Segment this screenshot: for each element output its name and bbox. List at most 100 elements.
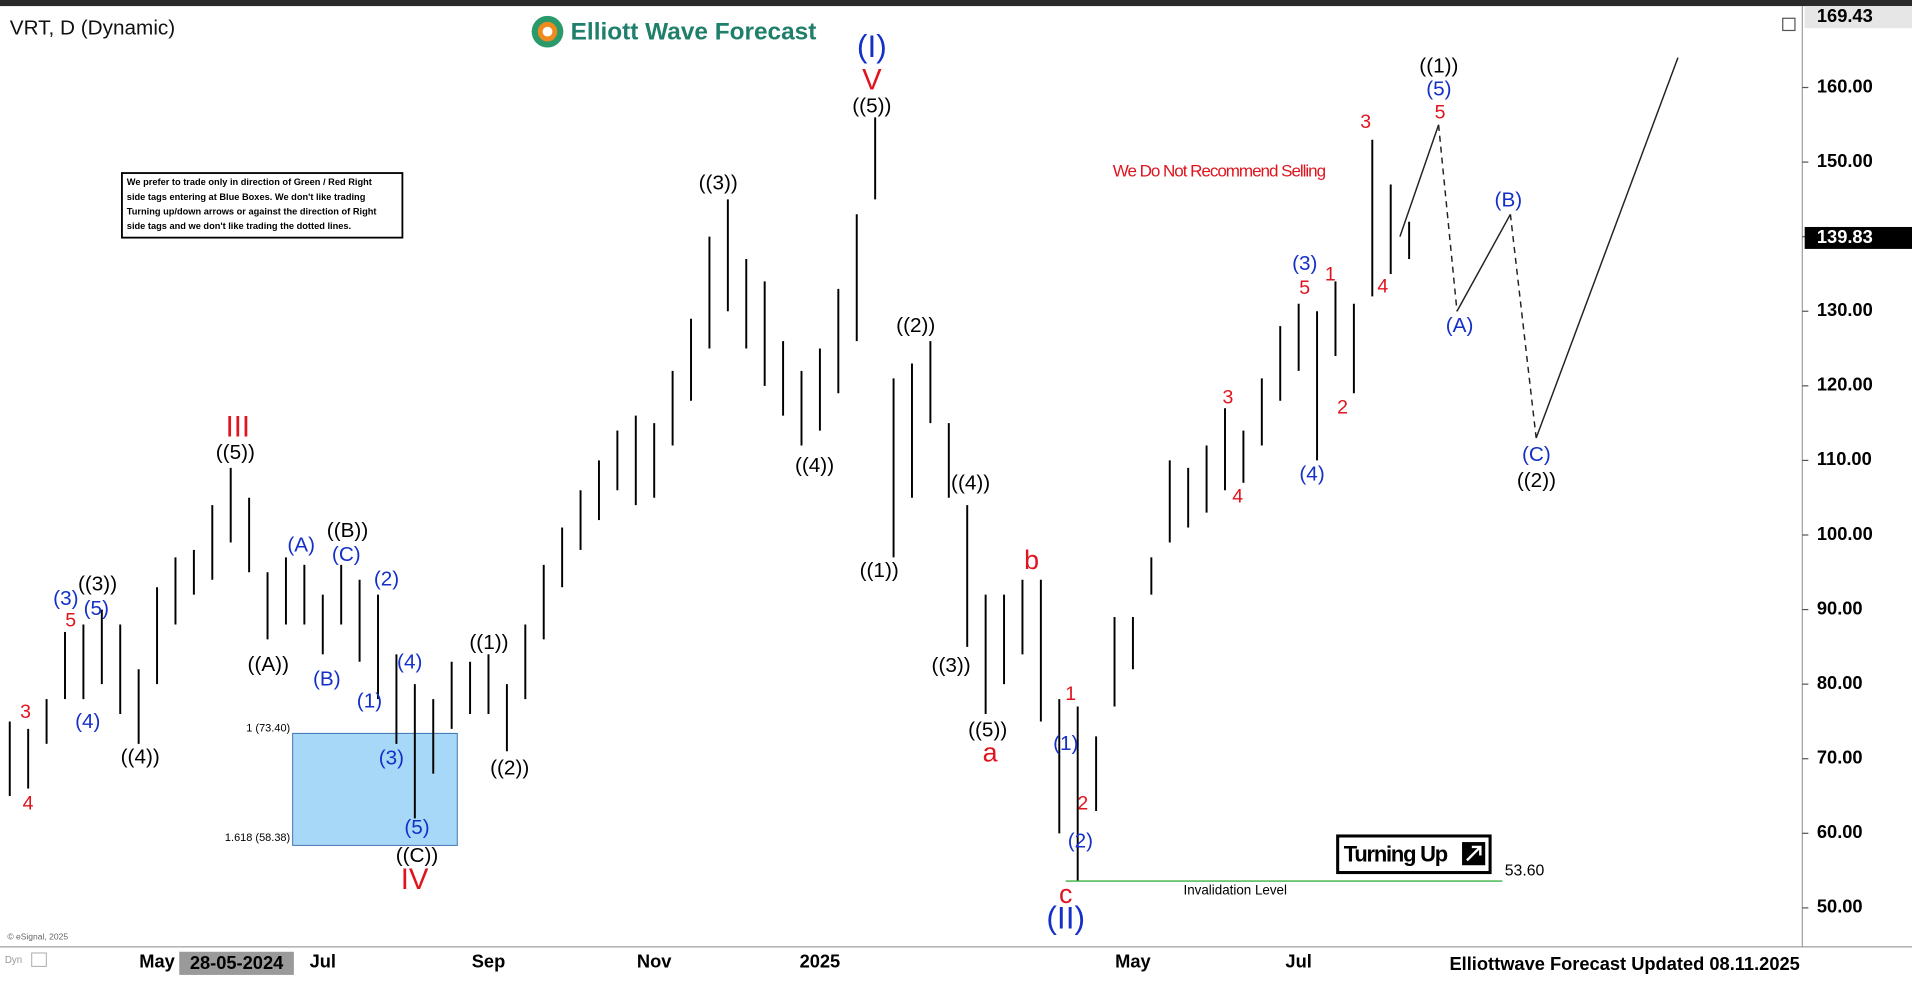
wave-label: 5 xyxy=(65,610,76,632)
y-tick-label: 150.00 xyxy=(1817,150,1873,171)
wave-label: ((2)) xyxy=(490,756,529,779)
wave-label: ((3)) xyxy=(699,171,738,194)
wave-label: 4 xyxy=(23,792,34,814)
x-tick-label: Sep xyxy=(472,951,506,972)
wave-label: (2) xyxy=(374,568,399,591)
wave-label: ((3)) xyxy=(78,572,117,595)
x-tick-label: Jul xyxy=(310,951,336,972)
notice-line: side tags entering at Blue Boxes. We don… xyxy=(127,192,366,202)
x-tick-label: 2025 xyxy=(800,951,841,972)
axis-top-label: 169.43 xyxy=(1817,5,1873,26)
wave-label: V xyxy=(862,64,882,96)
top-bar xyxy=(0,0,1912,7)
wave-label: ((5)) xyxy=(216,441,255,464)
invalidation-value: 53.60 xyxy=(1505,862,1545,879)
wave-label: (3) xyxy=(53,587,78,610)
window-icon[interactable] xyxy=(1782,17,1796,32)
wave-label: ((2)) xyxy=(1517,469,1556,492)
badge-arrow xyxy=(1466,845,1482,862)
wave-label: 5 xyxy=(1299,277,1310,299)
status: Dyn xyxy=(5,955,22,966)
y-tick-label: 80.00 xyxy=(1817,672,1863,693)
notice-box: We prefer to trade only in direction of … xyxy=(121,172,404,239)
wave-label: (I) xyxy=(857,28,887,64)
logo: Elliott Wave Forecast xyxy=(531,15,817,48)
projection-segment xyxy=(1509,214,1537,439)
fib-box xyxy=(292,732,458,846)
y-tick-label: 70.00 xyxy=(1817,747,1863,768)
wave-label: ((1)) xyxy=(860,559,899,582)
wave-label: 3 xyxy=(1360,111,1371,133)
wave-label: ((4)) xyxy=(795,454,834,477)
cursor-date-box xyxy=(179,951,294,975)
wave-label: (2) xyxy=(1068,830,1093,853)
wave-label: 3 xyxy=(20,701,31,723)
badge-text: Turning Up xyxy=(1344,841,1448,866)
y-tick-label: 160.00 xyxy=(1817,75,1873,96)
turning-up-badge: Turning Up xyxy=(1336,834,1492,875)
wave-label: a xyxy=(983,737,998,767)
notice-frame xyxy=(121,172,404,239)
wave-label: ((2)) xyxy=(896,314,935,337)
wave-label: (II) xyxy=(1046,899,1085,935)
wave-label: ((5)) xyxy=(852,95,891,118)
y-tick-label: 90.00 xyxy=(1817,597,1863,618)
wave-label: 1 xyxy=(1065,683,1076,705)
wave-label: b xyxy=(1024,545,1039,575)
wave-label: (5) xyxy=(84,597,109,620)
y-tick-label: 120.00 xyxy=(1817,374,1873,395)
wave-label: III xyxy=(226,412,250,444)
wave-label: ((1)) xyxy=(1419,54,1458,77)
wave-label: ((5)) xyxy=(968,719,1007,742)
wave-label: (C) xyxy=(1522,443,1551,466)
y-tick-label: 100.00 xyxy=(1817,523,1873,544)
y-tick-label: 110.00 xyxy=(1817,448,1872,469)
wave-label: 2 xyxy=(1077,792,1088,814)
wave-label: (A) xyxy=(1446,314,1474,337)
wave-label: ((C)) xyxy=(396,844,439,867)
x-tick-label: Jul xyxy=(1285,951,1311,972)
x-tick-label: May xyxy=(139,951,175,972)
last-price-box xyxy=(1804,226,1912,249)
x-tick-label: May xyxy=(1115,951,1151,972)
wave-label: (C) xyxy=(332,543,361,566)
wave-label: (3) xyxy=(379,747,404,770)
fib-label: 1 (73.40) xyxy=(246,722,290,734)
invalidation-text: Invalidation Level xyxy=(1183,882,1287,897)
wave-label: 5 xyxy=(1435,101,1446,123)
wave-label: (1) xyxy=(1053,732,1078,755)
wave-label: (5) xyxy=(1426,78,1451,101)
wave-label: ((1)) xyxy=(469,631,508,654)
annotation: We Do Not Recommend Selling xyxy=(1113,161,1326,180)
wave-label: 3 xyxy=(1222,387,1233,409)
y-tick-label: 130.00 xyxy=(1817,299,1873,320)
notice-line: Turning up/down arrows or against the di… xyxy=(127,206,377,216)
status-icon[interactable] xyxy=(31,952,47,967)
wave-label: (1) xyxy=(357,689,382,712)
y-tick-label: 60.00 xyxy=(1817,821,1863,842)
logo-text: Elliott Wave Forecast xyxy=(571,18,817,45)
projection-segment xyxy=(1456,213,1512,312)
projection-segment xyxy=(1399,124,1440,237)
wave-label: 4 xyxy=(1232,485,1243,507)
axis-top-box xyxy=(1804,6,1912,29)
wave-label: (4) xyxy=(1299,463,1324,486)
wave-label: 2 xyxy=(1337,396,1348,418)
wave-label: ((3)) xyxy=(932,654,971,677)
wave-label: (4) xyxy=(75,710,100,733)
logo-icon-core xyxy=(542,26,553,37)
notice-line: We prefer to trade only in direction of … xyxy=(127,177,372,187)
wave-label: 1 xyxy=(1325,264,1336,286)
wave-label: ((4)) xyxy=(121,745,160,768)
projection-segment xyxy=(1437,124,1458,312)
fib-label: 1.618 (58.38) xyxy=(225,832,290,844)
wave-label: (B) xyxy=(313,667,341,690)
projection-segment xyxy=(1535,57,1679,439)
last-price-label: 139.83 xyxy=(1817,226,1873,247)
wave-label: (5) xyxy=(404,816,429,839)
wave-label: (B) xyxy=(1495,189,1523,212)
wave-label: IV xyxy=(401,864,429,896)
cursor-date: 28-05-2024 xyxy=(190,952,284,973)
wave-label: (A) xyxy=(287,533,315,556)
